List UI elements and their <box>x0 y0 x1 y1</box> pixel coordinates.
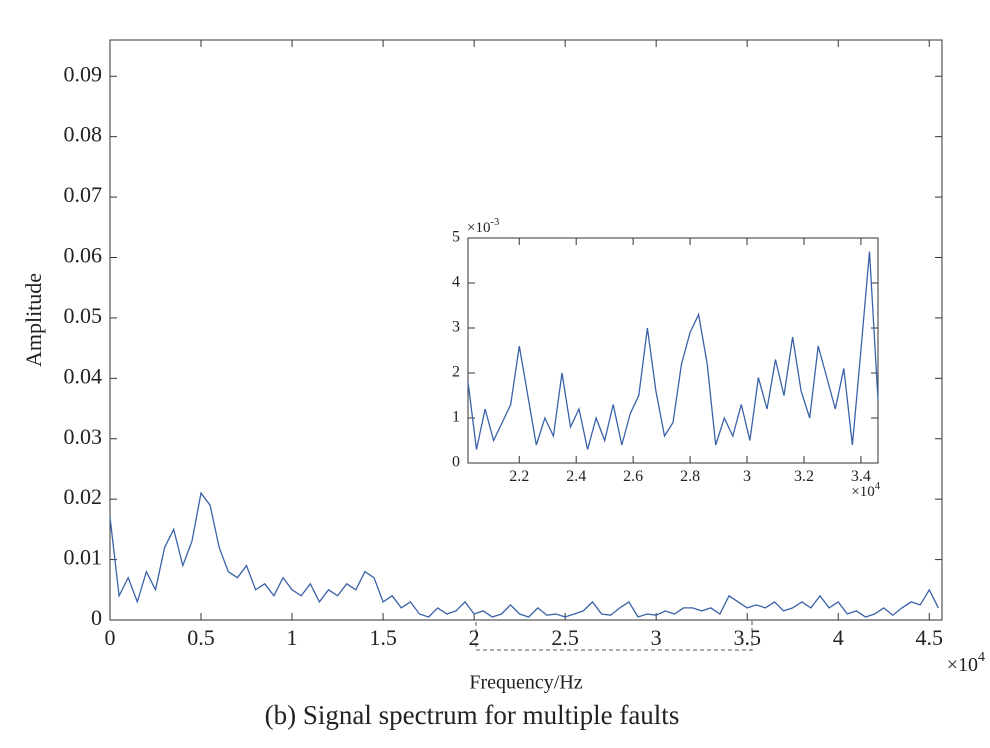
y-tick-label: 2 <box>452 364 460 381</box>
x-tick-label: 2 <box>469 625 480 650</box>
y-axis-label: Amplitude <box>21 273 46 367</box>
x-tick-label: 2.8 <box>680 468 700 485</box>
y-tick-label: 0.08 <box>64 122 103 147</box>
x-tick-label: 0.5 <box>187 625 215 650</box>
y-tick-label: 5 <box>452 229 460 246</box>
multiplier-exponent: -3 <box>490 217 499 228</box>
y-tick-label: 0.03 <box>64 424 103 449</box>
spectrum-line <box>467 251 879 450</box>
y-tick-label: 0.06 <box>64 243 103 268</box>
chart-title: (b) Signal spectrum for multiple faults <box>265 700 680 730</box>
x-tick-label: 3.2 <box>794 468 814 485</box>
axis-multiplier: ×104 <box>851 481 880 500</box>
y-tick-label: 0.07 <box>64 182 103 207</box>
x-axis-label: Frequency/Hz <box>469 672 582 694</box>
y-tick-label: 0.04 <box>64 363 103 388</box>
multiplier-exponent: 4 <box>875 481 881 492</box>
x-tick-label: 1 <box>287 625 298 650</box>
y-tick-label: 4 <box>452 274 460 291</box>
y-tick-label: 1 <box>452 409 460 426</box>
y-tick-label: 0.02 <box>64 484 103 509</box>
x-tick-label: 2.5 <box>551 625 579 650</box>
axis-multiplier: ×104 <box>947 650 985 675</box>
y-tick-label: 0.01 <box>64 545 103 570</box>
x-tick-label: 3 <box>743 468 751 485</box>
y-tick-label: 0.09 <box>64 61 103 86</box>
axis-multiplier: ×10-3 <box>467 217 499 236</box>
multiplier-base: ×10 <box>851 484 874 500</box>
x-tick-label: 4 <box>833 625 844 650</box>
multiplier-exponent: 4 <box>978 650 985 665</box>
x-tick-label: 1.5 <box>369 625 397 650</box>
y-tick-label: 0 <box>91 605 102 630</box>
x-tick-label: 4.5 <box>916 625 944 650</box>
multiplier-base: ×10 <box>467 220 490 236</box>
spectrum-line <box>109 491 939 618</box>
y-tick-label: 3 <box>452 319 460 336</box>
y-tick-label: 0.05 <box>64 303 103 328</box>
x-tick-label: 3 <box>651 625 662 650</box>
plot-area <box>467 237 879 464</box>
x-tick-label: 3.4 <box>851 468 871 485</box>
x-tick-label: 2.2 <box>509 468 529 485</box>
x-tick-label: 2.4 <box>566 468 586 485</box>
x-tick-label: 2.6 <box>623 468 643 485</box>
x-tick-label: 0 <box>105 625 116 650</box>
x-tick-label: 3.5 <box>733 625 761 650</box>
y-tick-label: 0 <box>452 454 460 471</box>
multiplier-base: ×10 <box>947 654 978 676</box>
